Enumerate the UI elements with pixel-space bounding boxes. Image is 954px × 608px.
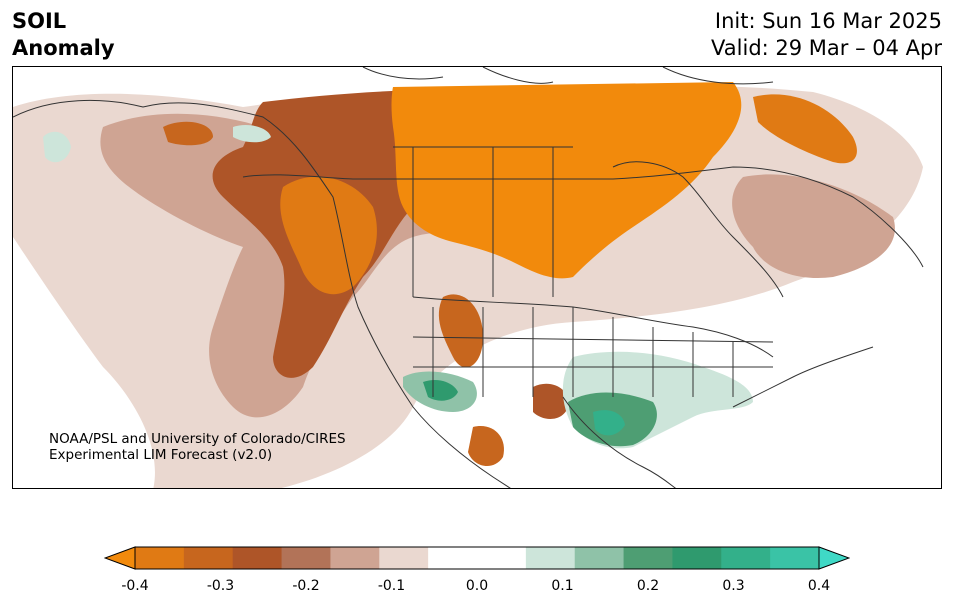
colorbar-segment [770,547,820,569]
colorbar-segment [672,547,722,569]
colorbar-tick-label: 0.1 [551,578,574,594]
colorbar-frame [134,546,820,570]
colorbar-tick-label: -0.2 [292,578,320,594]
colorbar-tick-label: 0.0 [465,578,489,594]
init-date-label: Init: Sun 16 Mar 2025 [714,9,942,33]
map-canvas [13,67,924,488]
colorbar-extend-low [103,546,136,570]
colorbar-svg [103,546,851,570]
colorbar-tick-label: -0.3 [206,578,235,594]
coastlines-and-borders [13,67,924,488]
colorbar-tick-label: -0.4 [121,578,149,594]
colorbar-segment [232,547,283,569]
colorbar-segment [428,547,478,569]
credit-line-2: Experimental LIM Forecast (v2.0) [49,447,273,463]
colorbar-tick-label: 0.3 [722,578,745,594]
forecast-credit: NOAA/PSL and University of Colorado/CIRE… [49,431,346,463]
colorbar-segment [525,547,576,569]
colorbar-tick-label: 0.2 [636,578,660,594]
colorbar-segment [477,547,527,569]
dry-anomaly-shading [13,82,923,488]
colorbar-segment [281,547,331,569]
map-title: SOIL Anomaly [12,8,115,62]
valid-date-label: Valid: 29 Mar – 04 Apr [711,36,942,60]
colorbar-segment [574,547,625,569]
title-line-2: Anomaly [12,36,115,60]
title-line-1: SOIL [12,9,67,33]
colorbar-segment [623,547,673,569]
wet-anomaly-shading [43,125,753,449]
colorbar-segment [183,547,234,569]
anomaly-map: NOAA/PSL and University of Colorado/CIRE… [12,66,942,489]
colorbar-segment [721,547,771,569]
colorbar-segment [135,547,185,569]
colorbar-tick-label: 0.4 [807,578,831,594]
colorbar-segment [330,547,380,569]
credit-line-1: NOAA/PSL and University of Colorado/CIRE… [49,431,346,447]
colorbar-segment [379,547,429,569]
colorbar-tick-label: -0.1 [377,578,406,594]
forecast-dates: Init: Sun 16 Mar 2025 Valid: 29 Mar – 04… [711,8,942,62]
colorbar-extend-high [818,546,851,570]
colorbar-ticks: -0.4 -0.3 -0.2 -0.1 0.0 0.1 0.2 0.3 0.4 [0,578,954,598]
colorbar [103,545,851,575]
